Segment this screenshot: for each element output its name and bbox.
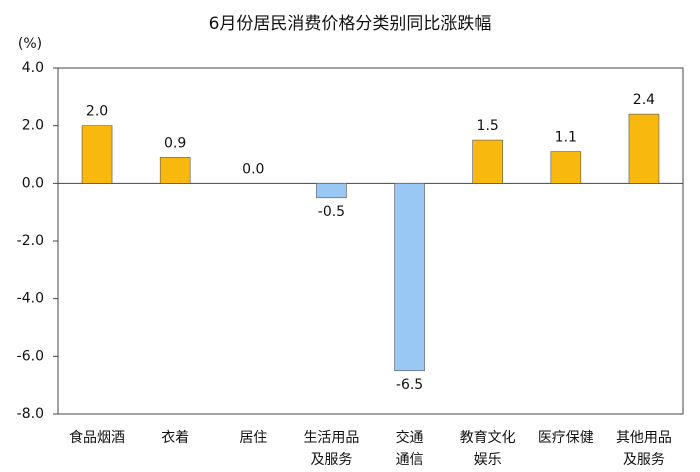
bar <box>472 139 503 184</box>
x-tick-label: 衣着 <box>161 430 189 446</box>
y-tick-label: -4.0 <box>17 291 44 307</box>
value-label: 0.9 <box>164 135 186 151</box>
value-label: -0.5 <box>318 204 345 220</box>
x-tick-label: 及服务 <box>623 452 665 468</box>
x-tick-label: 生活用品 <box>303 430 359 446</box>
y-tick-label: 2.0 <box>22 118 44 134</box>
y-tick-label: 0.0 <box>22 175 44 191</box>
value-label: 2.0 <box>86 104 108 120</box>
y-tick-label: -8.0 <box>17 406 44 422</box>
plot-frame <box>57 67 684 415</box>
chart-title: 6月份居民消费价格分类别同比涨跌幅 <box>209 14 492 34</box>
x-tick-label: 其他用品 <box>616 430 672 446</box>
x-tick-label: 交通 <box>396 429 424 446</box>
y-tick-label: -2.0 <box>17 233 44 249</box>
y-tick-label: -6.0 <box>17 348 44 364</box>
x-tick-label: 居住 <box>239 430 267 446</box>
value-label: 2.4 <box>633 92 655 108</box>
bar <box>81 125 113 184</box>
bar <box>159 157 191 184</box>
value-label: 1.5 <box>477 118 499 134</box>
x-tick-label: 通信 <box>396 452 424 468</box>
x-tick-label: 及服务 <box>310 452 352 468</box>
x-tick-label: 医疗保健 <box>538 430 594 446</box>
bar <box>394 183 425 372</box>
value-label: 1.1 <box>555 130 577 146</box>
x-tick-label: 教育文化 <box>460 430 516 446</box>
bar <box>628 113 660 184</box>
x-tick-label: 食品烟酒 <box>69 429 125 446</box>
value-label: 0.0 <box>242 161 264 177</box>
y-tick-label: 4.0 <box>22 60 44 76</box>
y-axis-label: (%) <box>18 36 42 52</box>
x-tick-label: 娱乐 <box>474 452 502 468</box>
value-label: -6.5 <box>396 377 423 393</box>
bar <box>550 151 582 184</box>
bar <box>316 183 347 199</box>
